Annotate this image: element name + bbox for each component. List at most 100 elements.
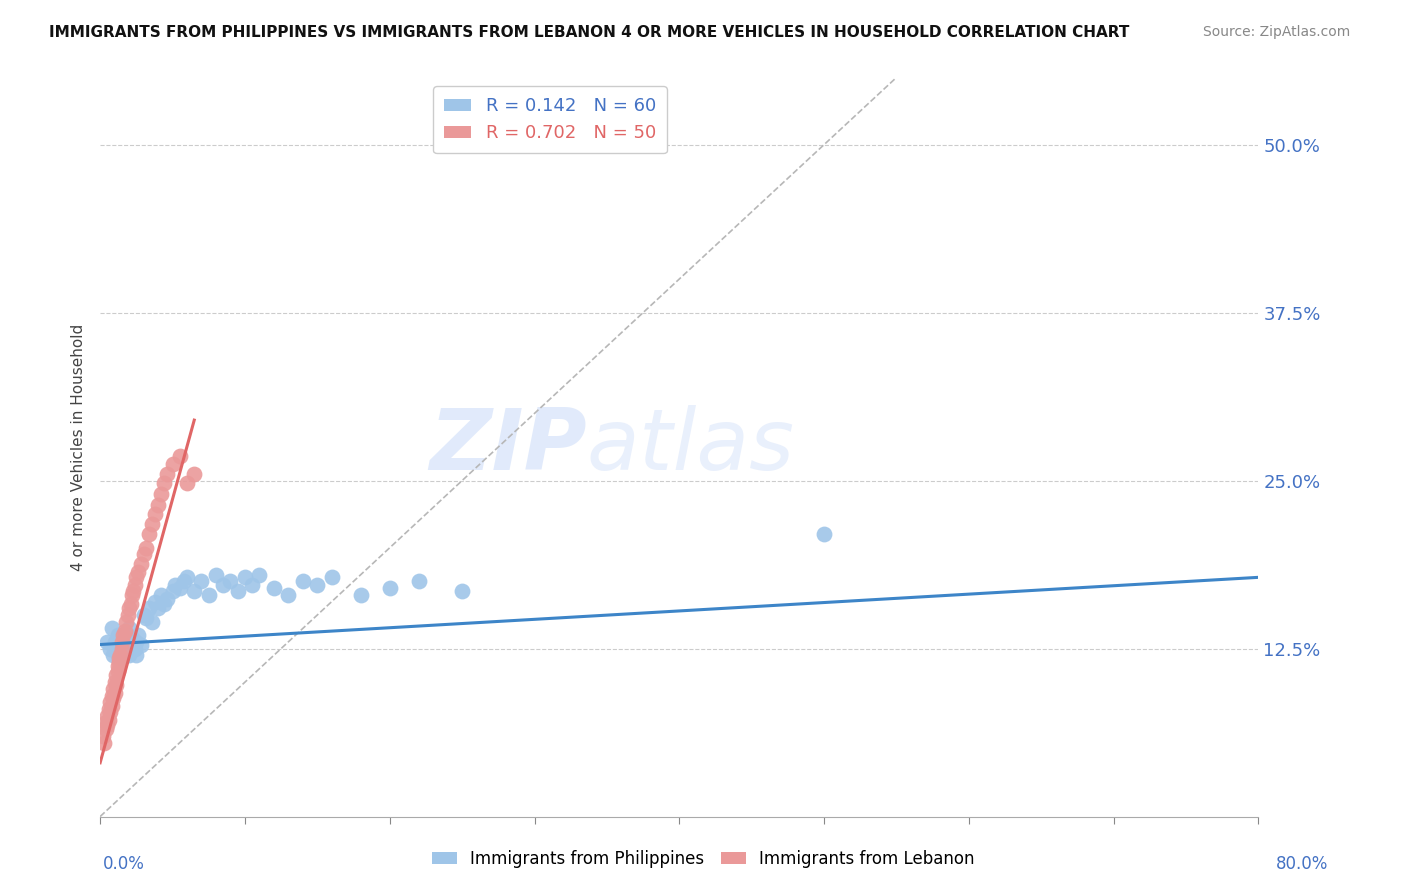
Point xyxy=(115,628,138,642)
Point xyxy=(122,632,145,647)
Point xyxy=(321,570,343,584)
Point xyxy=(146,601,169,615)
Point xyxy=(101,691,124,706)
Point xyxy=(291,574,314,589)
Point xyxy=(127,628,149,642)
Point xyxy=(96,708,118,723)
Point xyxy=(135,610,157,624)
Point xyxy=(118,621,141,635)
Point xyxy=(378,581,401,595)
Point xyxy=(212,578,235,592)
Point xyxy=(117,638,139,652)
Point xyxy=(169,581,191,595)
Text: 0.0%: 0.0% xyxy=(103,855,145,872)
Point xyxy=(146,498,169,512)
Point xyxy=(156,591,179,606)
Text: atlas: atlas xyxy=(586,406,794,489)
Point xyxy=(165,578,187,592)
Point xyxy=(138,601,160,615)
Point xyxy=(132,548,155,562)
Point xyxy=(91,729,114,743)
Legend: Immigrants from Philippines, Immigrants from Lebanon: Immigrants from Philippines, Immigrants … xyxy=(425,844,981,875)
Point xyxy=(98,705,121,719)
Point xyxy=(110,648,132,663)
Point xyxy=(135,541,157,555)
Point xyxy=(125,635,148,649)
Point xyxy=(129,557,152,571)
Point xyxy=(93,736,115,750)
Point xyxy=(94,715,117,730)
Point xyxy=(105,678,128,692)
Point xyxy=(183,583,205,598)
Point xyxy=(100,699,122,714)
Point xyxy=(112,641,135,656)
Point xyxy=(124,641,146,656)
Point xyxy=(104,686,127,700)
Point xyxy=(263,581,285,595)
Text: Source: ZipAtlas.com: Source: ZipAtlas.com xyxy=(1202,25,1350,39)
Point xyxy=(101,648,124,663)
Point xyxy=(107,659,129,673)
Point xyxy=(143,507,166,521)
Point xyxy=(110,646,132,660)
Point xyxy=(233,570,256,584)
Text: 80.0%: 80.0% xyxy=(1277,855,1329,872)
Point xyxy=(127,565,149,579)
Point xyxy=(141,516,163,531)
Point xyxy=(104,635,127,649)
Point xyxy=(169,450,191,464)
Point xyxy=(197,588,219,602)
Point xyxy=(176,570,198,584)
Point xyxy=(117,607,139,622)
Point xyxy=(226,583,249,598)
Point xyxy=(114,624,136,638)
Point xyxy=(149,588,172,602)
Point xyxy=(121,588,143,602)
Point xyxy=(120,597,142,611)
Point xyxy=(97,713,120,727)
Point xyxy=(105,668,128,682)
Point xyxy=(108,638,131,652)
Point xyxy=(153,597,176,611)
Point xyxy=(112,628,135,642)
Point xyxy=(190,574,212,589)
Point xyxy=(149,487,172,501)
Point xyxy=(307,578,329,592)
Point xyxy=(111,641,134,656)
Point xyxy=(162,583,184,598)
Point xyxy=(205,567,228,582)
Point xyxy=(813,527,835,541)
Point xyxy=(98,695,121,709)
Point xyxy=(240,578,263,592)
Point xyxy=(219,574,242,589)
Text: IMMIGRANTS FROM PHILIPPINES VS IMMIGRANTS FROM LEBANON 4 OR MORE VEHICLES IN HOU: IMMIGRANTS FROM PHILIPPINES VS IMMIGRANT… xyxy=(49,25,1129,40)
Point xyxy=(408,574,430,589)
Point xyxy=(107,648,129,663)
Point xyxy=(118,648,141,663)
Point xyxy=(104,641,127,656)
Point xyxy=(247,567,270,582)
Point xyxy=(114,632,136,647)
Point xyxy=(176,476,198,491)
Point xyxy=(162,458,184,472)
Point xyxy=(124,578,146,592)
Point xyxy=(138,527,160,541)
Point xyxy=(111,635,134,649)
Point xyxy=(101,681,124,696)
Y-axis label: 4 or more Vehicles in Household: 4 or more Vehicles in Household xyxy=(72,324,86,571)
Point xyxy=(98,641,121,656)
Point xyxy=(94,722,117,736)
Point xyxy=(115,615,138,629)
Point xyxy=(100,689,122,703)
Legend: R = 0.142   N = 60, R = 0.702   N = 50: R = 0.142 N = 60, R = 0.702 N = 50 xyxy=(433,87,666,153)
Point xyxy=(111,651,134,665)
Point xyxy=(143,594,166,608)
Point xyxy=(125,648,148,663)
Point xyxy=(125,570,148,584)
Point xyxy=(108,655,131,669)
Point xyxy=(132,607,155,622)
Point xyxy=(451,583,474,598)
Point xyxy=(141,615,163,629)
Point xyxy=(96,635,118,649)
Point xyxy=(118,601,141,615)
